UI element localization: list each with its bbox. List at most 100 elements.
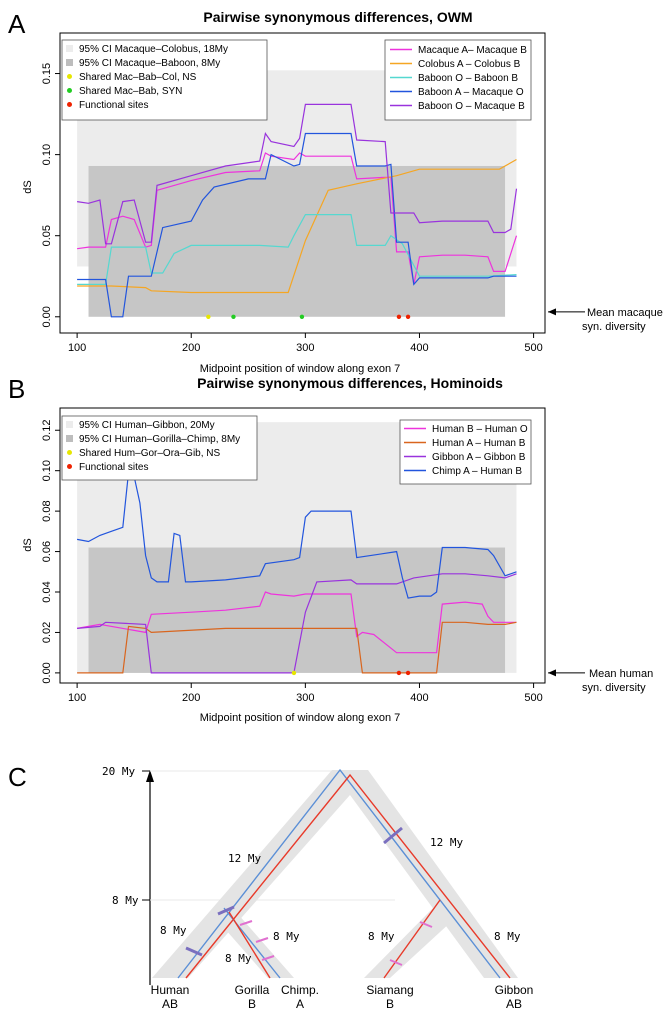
- tip-gorilla-sub: B: [248, 997, 256, 1011]
- series-line-a-2: [77, 158, 517, 294]
- series-line-a-5: [77, 103, 518, 245]
- legend-box-right-a: [384, 39, 532, 121]
- marker-a-2-1: [231, 314, 236, 319]
- y-tick-label-b-2: 0.04: [41, 581, 53, 602]
- mean-note-line1-a: Mean macaque: [587, 307, 663, 319]
- legend-label-b-right-2: Gibbon A – Gibbon B: [432, 452, 526, 463]
- panel-b: B Pairwise synonymous differences, Homin…: [8, 374, 653, 724]
- axis-label-8my: 8 My: [112, 894, 139, 907]
- tip-chimp: Chimp.: [281, 983, 319, 997]
- panel-letter-c: C: [8, 762, 27, 792]
- legend-box-left-a: [61, 39, 268, 121]
- mutation-mark-chimp-3: [261, 955, 275, 961]
- tip-gibbon-sub: AB: [506, 997, 522, 1011]
- x-tick-label-a-3: 400: [410, 342, 428, 354]
- legend-swatch-a-left-4: [67, 102, 72, 107]
- branch-label-gibbon-8my: 8 My: [494, 930, 521, 943]
- lineage-red-siamang: [383, 899, 441, 979]
- x-tick-label-b-2: 300: [296, 692, 314, 704]
- legend-label-a-right-4: Baboon O – Macaque B: [418, 101, 525, 112]
- plot-frame-a: [59, 32, 546, 334]
- legend-left-b: 95% CI Human–Gibbon, 20My 95% CI Human–Go…: [61, 415, 258, 481]
- mean-note-line2-a: syn. diversity: [582, 321, 646, 333]
- legend-swatch-b-left-1: [66, 435, 73, 442]
- siamang-branch-band: [364, 905, 452, 978]
- legend-label-a-left-2: Shared Mac–Bab–Col, NS: [79, 72, 197, 83]
- legend-label-a-left-0: 95% CI Macaque–Colobus, 18My: [79, 44, 228, 55]
- mean-note-line2-b: syn. diversity: [582, 682, 646, 694]
- lineage-red: [185, 773, 511, 979]
- series-lines-b: [76, 471, 517, 674]
- branch-label-human-8my: 8 My: [160, 924, 187, 937]
- chart-title-b: Pairwise synonymous differences, Hominoi…: [197, 375, 503, 391]
- chart-title-a: Pairwise synonymous differences, OWM: [203, 9, 472, 25]
- axis-label-20my: 20 My: [102, 765, 135, 778]
- mutation-mark-siamang-1: [419, 921, 433, 928]
- legend-label-b-left-0: 95% CI Human–Gibbon, 20My: [79, 420, 215, 431]
- branch-label-siamang-8my: 8 My: [368, 930, 395, 943]
- y-tick-label-b-0: 0.00: [41, 662, 53, 683]
- legend-label-a-right-3: Baboon A – Macaque O: [418, 87, 524, 98]
- legend-label-b-left-3: Functional sites: [79, 462, 148, 473]
- x-tick-label-b-4: 500: [524, 692, 542, 704]
- series-line-a-4: [77, 132, 517, 318]
- branch-label-chimp-8my: 8 My: [273, 930, 300, 943]
- mean-arrow-head-b: [548, 669, 556, 677]
- series-line-a-1: [77, 152, 518, 285]
- x-tick-label-a-0: 100: [68, 342, 86, 354]
- series-line-b-4: [76, 471, 517, 599]
- legend-label-b-right-1: Human A – Human B: [432, 438, 526, 449]
- x-tick-label-a-1: 200: [182, 342, 200, 354]
- y-tick-label-b-1: 0.02: [41, 622, 53, 643]
- species-tree-band: [152, 770, 518, 978]
- ci-band-b-2: [88, 547, 506, 673]
- marker-a-3-2: [405, 314, 411, 319]
- panel-letter-a: A: [8, 9, 26, 39]
- legend-swatch-a-left-0: [66, 45, 73, 52]
- legend-label-a-right-2: Baboon O – Baboon B: [418, 73, 518, 84]
- tip-human: Human: [151, 983, 190, 997]
- marker-a-2-2: [299, 314, 305, 319]
- branch-label-right-12my: 12 My: [430, 836, 463, 849]
- legend-swatch-a-left-1: [66, 59, 73, 66]
- mutation-mark-node: [217, 905, 235, 916]
- y-tick-label-b-3: 0.06: [41, 541, 53, 562]
- tip-siamang: Siamang: [366, 983, 413, 997]
- tip-gibbon: Gibbon: [495, 983, 534, 997]
- y-axis-label-a: dS: [22, 180, 34, 193]
- legend-box-right-b: [399, 419, 532, 485]
- legend-label-b-right-3: Chimp A – Human B: [432, 466, 522, 477]
- x-tick-label-b-0: 100: [68, 692, 86, 704]
- legend-label-b-left-1: 95% CI Human–Gorilla–Chimp, 8My: [79, 434, 240, 445]
- axes-a: 0.00 0.05 0.10 0.15 100 200 300 400 500: [41, 63, 543, 354]
- x-axis-label-a: Midpoint position of window along exon 7: [200, 363, 401, 375]
- x-tick-label-b-3: 400: [410, 692, 428, 704]
- x-tick-label-a-2: 300: [296, 342, 314, 354]
- mean-note-line1-b: Mean human: [589, 668, 653, 680]
- legend-swatch-a-left-2: [67, 74, 72, 79]
- mutation-mark-chimp-1: [239, 920, 253, 926]
- y-tick-label-a-1: 0.05: [41, 225, 53, 246]
- lineage-red-gorilla: [228, 911, 271, 979]
- y-tick-label-b-5: 0.10: [41, 460, 53, 481]
- marker-a-1-1: [206, 314, 211, 319]
- tip-siamang-sub: B: [386, 997, 394, 1011]
- tip-human-sub: AB: [162, 997, 178, 1011]
- legend-swatch-a-left-3: [67, 88, 72, 93]
- legend-label-a-left-1: 95% CI Macaque–Baboon, 8My: [79, 58, 220, 69]
- series-line-b-2: [77, 621, 517, 674]
- series-lines-a: [77, 103, 518, 318]
- legend-left-a: 95% CI Macaque–Colobus, 18My 95% CI Macaq…: [61, 39, 268, 121]
- tip-chimp-sub: A: [296, 997, 304, 1011]
- legend-label-a-right-0: Macaque A– Macaque B: [418, 45, 527, 56]
- x-tick-label-a-4: 500: [524, 342, 542, 354]
- y-tick-label-a-3: 0.15: [41, 63, 53, 84]
- axes-b: 0.00 0.02 0.04 0.06 0.08 0.10 0.12 100 200 300 400…: [41, 420, 543, 704]
- series-line-b-3: [77, 573, 517, 674]
- x-axis-label-b: Midpoint position of window along exon 7: [200, 712, 401, 724]
- marker-a-3-1: [396, 314, 402, 319]
- plot-frame-b: [59, 407, 546, 684]
- y-tick-label-b-4: 0.08: [41, 500, 53, 521]
- legend-swatch-b-left-0: [66, 421, 73, 428]
